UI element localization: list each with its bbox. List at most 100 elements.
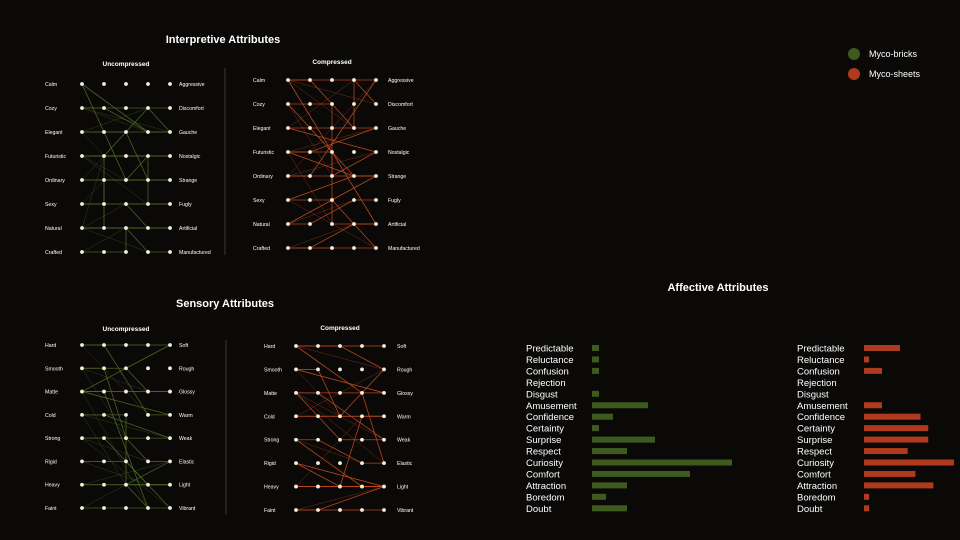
node-point xyxy=(102,154,106,158)
node-point xyxy=(124,178,128,182)
link-line-diagonal xyxy=(295,345,363,394)
node-point xyxy=(294,461,298,466)
right-attribute-label: Discomfort xyxy=(179,106,204,112)
right-attribute-label: Manufactured xyxy=(179,250,211,256)
node-point xyxy=(360,437,364,442)
bar-category-label: Reluctance xyxy=(526,355,574,366)
right-attribute-label: Elastic xyxy=(397,461,413,467)
right-attribute-label: Rough xyxy=(179,366,194,372)
right-attribute-label: Gauche xyxy=(179,130,197,136)
node-point xyxy=(80,178,84,182)
node-point xyxy=(146,366,150,371)
node-point xyxy=(146,130,150,134)
node-point xyxy=(316,484,320,489)
node-point xyxy=(308,126,312,130)
node-point xyxy=(124,82,128,86)
link-line-diagonal xyxy=(295,416,363,487)
left-attribute-label: Natural xyxy=(45,226,62,232)
bar-panel-0: Affective Attributes PredictableReluctanc… xyxy=(526,282,769,515)
bar xyxy=(864,482,934,489)
bar-category-label: Rejection xyxy=(526,378,566,389)
node-point xyxy=(316,414,320,419)
node-point xyxy=(338,344,342,348)
left-attribute-label: Cozy xyxy=(45,106,57,112)
bar xyxy=(864,448,908,455)
node-point xyxy=(80,506,84,510)
bar xyxy=(592,367,599,374)
parallel-panel-2: Sensory Attributes Uncompressed Hard Soft Sm… xyxy=(45,298,274,512)
bar-category-label: Predictable xyxy=(797,344,845,355)
left-attribute-label: Rigid xyxy=(45,459,57,465)
right-attribute-label: Fugly xyxy=(179,202,192,208)
node-point xyxy=(382,344,386,348)
link-line-diagonal xyxy=(81,414,127,485)
panel-subtitle: Uncompressed xyxy=(103,61,150,68)
right-attribute-label: Soft xyxy=(397,344,407,350)
link-line-diagonal xyxy=(295,462,341,487)
node-point xyxy=(168,202,172,206)
node-point xyxy=(146,506,150,510)
node-point xyxy=(146,482,150,487)
bar-category-label: Boredom xyxy=(797,492,836,503)
node-point xyxy=(168,366,172,371)
node-point xyxy=(374,126,378,130)
left-attribute-label: Ordinary xyxy=(45,178,65,184)
bar-category-label: Boredom xyxy=(526,492,565,503)
right-attribute-label: Weak xyxy=(397,438,411,444)
node-point xyxy=(124,459,128,464)
bar xyxy=(592,356,599,363)
node-point xyxy=(102,106,106,110)
bar xyxy=(864,470,916,477)
left-attribute-label: Faint xyxy=(45,506,57,512)
node-point xyxy=(360,367,364,372)
link-line xyxy=(82,155,170,181)
node-point xyxy=(80,202,84,206)
node-point xyxy=(286,246,290,250)
right-attribute-label: Warm xyxy=(179,413,193,419)
bar-category-label: Comfort xyxy=(526,469,560,480)
left-attribute-label: Faint xyxy=(264,508,276,514)
link-line xyxy=(82,203,170,229)
node-point xyxy=(286,150,290,154)
node-point xyxy=(308,222,312,226)
left-attribute-label: Crafted xyxy=(45,250,62,256)
node-point xyxy=(382,367,386,372)
bar-category-label: Certainty xyxy=(526,424,564,435)
node-point xyxy=(146,459,150,464)
node-point xyxy=(352,246,356,250)
bar-category-label: Doubt xyxy=(526,504,552,515)
left-attribute-label: Rigid xyxy=(264,461,276,467)
panel-subtitle: Compressed xyxy=(320,325,359,332)
link-line-diagonal xyxy=(287,199,355,225)
node-point xyxy=(382,414,386,419)
node-point xyxy=(316,461,320,466)
right-attribute-label: Glossy xyxy=(179,390,195,396)
node-point xyxy=(102,178,106,182)
right-attribute-label: Strange xyxy=(179,178,197,184)
node-point xyxy=(124,106,128,110)
node-point xyxy=(102,343,106,347)
node-point xyxy=(316,437,320,442)
node-point xyxy=(316,390,320,395)
parallel-panel-1: Compressed Calm Aggressive Cozy Discomfort El… xyxy=(253,59,420,252)
node-point xyxy=(80,82,84,86)
left-attribute-label: Cold xyxy=(264,414,275,420)
node-point xyxy=(124,130,128,134)
left-attribute-label: Matte xyxy=(45,390,58,396)
left-attribute-label: Heavy xyxy=(45,483,60,489)
left-attribute-label: Elegant xyxy=(45,130,63,136)
bar-category-label: Doubt xyxy=(797,504,823,515)
right-attribute-label: Aggressive xyxy=(388,78,414,84)
bar xyxy=(592,459,732,466)
chart-title: Interpretive Attributes xyxy=(166,34,281,46)
node-point xyxy=(286,102,290,106)
node-point xyxy=(102,459,106,464)
node-point xyxy=(124,389,128,394)
node-point xyxy=(146,154,150,158)
bar xyxy=(864,356,870,363)
node-point xyxy=(352,78,356,82)
link-line-diagonal xyxy=(81,461,171,485)
node-point xyxy=(294,344,298,348)
node-point xyxy=(168,178,172,182)
node-point xyxy=(146,343,150,347)
